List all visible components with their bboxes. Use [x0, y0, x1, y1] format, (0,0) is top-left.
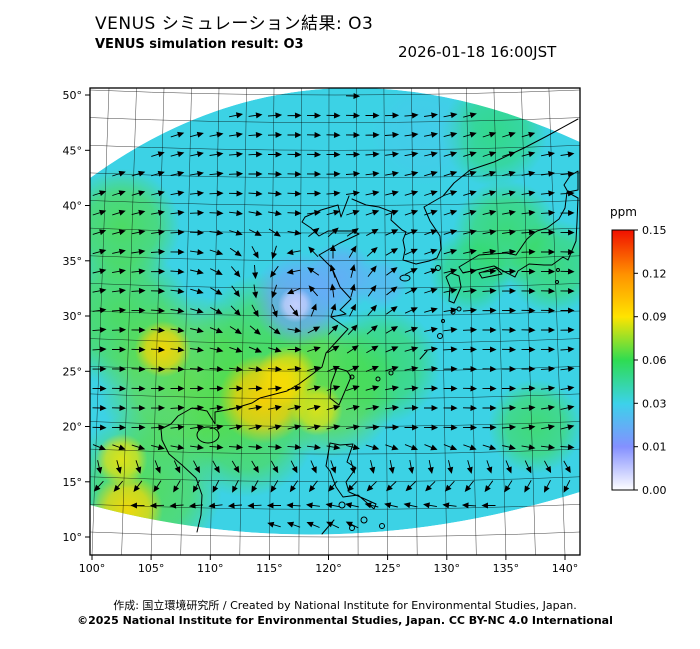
island-visayas-3 — [379, 523, 385, 529]
island-tsushima — [435, 265, 441, 271]
page-title-japanese: VENUS シミュレーション結果: O3 — [95, 14, 374, 34]
island-izu-2 — [555, 280, 559, 284]
x-axis-tick-label: 125° — [374, 562, 401, 575]
y-axis-tick-label: 35° — [63, 255, 83, 268]
y-axis-tick-label: 45° — [63, 144, 83, 157]
x-axis-tick-label: 120° — [315, 562, 342, 575]
y-axis-tick-label: 20° — [63, 421, 83, 434]
island-tanegashima — [456, 306, 462, 312]
datetime-label: 2026-01-18 16:00JST — [398, 43, 557, 61]
coastline-korea-primorye — [351, 118, 579, 265]
colorbar-tick-label: 0.01 — [642, 441, 667, 454]
x-axis-tick-label: 110° — [197, 562, 224, 575]
island-izu-1 — [556, 268, 560, 272]
colorbar-tick-label: 0.06 — [642, 354, 667, 367]
x-axis-tick-label: 140° — [552, 562, 579, 575]
island-okinawa — [419, 350, 428, 360]
wind-vectors — [92, 92, 575, 529]
x-axis-tick-label: 135° — [493, 562, 520, 575]
colorbar-tick-label: 0.09 — [642, 311, 667, 324]
x-axis-tick-label: 115° — [256, 562, 283, 575]
colorbar-tick-label: 0.00 — [642, 484, 667, 497]
coastline-honshu — [458, 191, 579, 278]
x-axis-tick-label: 100° — [79, 562, 106, 575]
footer-copyright: ©2025 National Institute for Environment… — [77, 614, 613, 627]
o3-concentration-field — [90, 87, 580, 535]
colorbar-tick-label: 0.15 — [642, 224, 667, 237]
y-axis-tick-label: 25° — [63, 365, 83, 378]
coastline-luzon — [325, 442, 377, 510]
y-axis-tick-label: 40° — [63, 200, 83, 213]
footer-credit: 作成: 国立環境研究所 / Created by National Instit… — [113, 599, 577, 612]
colorbar-unit-label: ppm — [610, 205, 637, 219]
island-tokara — [441, 319, 445, 323]
island-yaeyama — [349, 374, 355, 380]
colorbar: 0.15 0.12 0.09 0.06 0.03 0.01 0.00 ppm — [610, 205, 667, 497]
y-axis-tick-label: 10° — [63, 531, 83, 544]
coastline-taiwan — [329, 367, 352, 406]
island-ryukyu-1 — [375, 376, 381, 382]
x-axis-tick-label: 130° — [434, 562, 461, 575]
island-amami — [437, 333, 443, 339]
coastline-hainan — [196, 426, 220, 444]
colorbar-tick-label: 0.12 — [642, 267, 667, 280]
plot-frame-and-axes: 100° 105° 110° 115° 120° 125° 130° 135° 140° 50° 4… — [63, 87, 581, 575]
y-axis-tick-label: 15° — [63, 476, 83, 489]
coastline-hokkaido — [563, 170, 579, 193]
page-title-english: VENUS simulation result: O3 — [95, 37, 304, 52]
y-axis-tick-label: 50° — [63, 89, 83, 102]
island-visayas-2 — [349, 525, 355, 531]
island-mindoro — [338, 501, 346, 509]
x-axis-tick-label: 105° — [138, 562, 165, 575]
island-jeju — [399, 274, 411, 282]
colorbar-tick-label: 0.03 — [642, 397, 667, 410]
island-miyako — [388, 370, 394, 376]
graticule-grid — [90, 88, 580, 555]
island-visayas-1 — [360, 516, 368, 524]
y-axis-tick-label: 30° — [63, 310, 83, 323]
